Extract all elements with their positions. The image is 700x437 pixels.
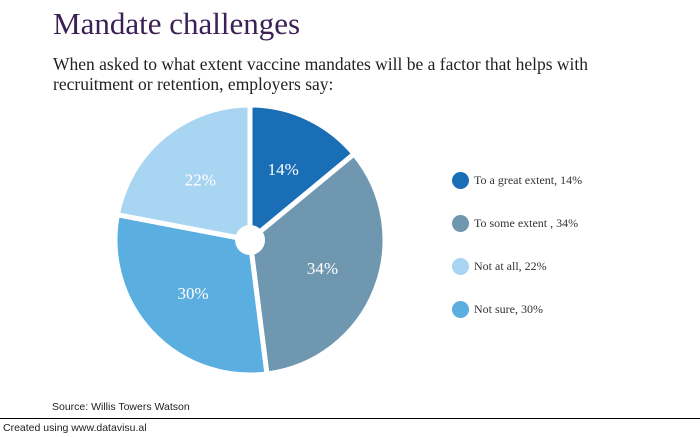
pie-slice-to-some-extent <box>247 150 388 377</box>
legend-swatch <box>452 258 469 275</box>
legend-swatch <box>452 215 469 232</box>
footer-divider <box>0 418 700 419</box>
pie-slice-not-sure <box>112 211 270 378</box>
pie-slice-to-a-great-extent <box>247 102 358 246</box>
legend-label: Not at all, 22% <box>474 259 547 273</box>
legend-swatch <box>452 301 469 318</box>
slice-value-label: 34% <box>307 259 338 278</box>
chart-title: Mandate challenges <box>53 6 301 41</box>
legend-label: Not sure, 30% <box>474 302 543 316</box>
slice-value-label: 14% <box>268 160 299 179</box>
source-note: Source: Willis Towers Watson <box>52 401 190 413</box>
legend-item: To some extent , 34% <box>452 215 578 232</box>
legend-item: Not sure, 30% <box>452 301 543 318</box>
legend-label: To a great extent, 14% <box>474 173 583 187</box>
pie-slice-not-at-all <box>114 102 253 244</box>
legend-label: To some extent , 34% <box>474 216 579 230</box>
legend-item: To a great extent, 14% <box>452 172 582 189</box>
credit-note: Created using www.datavisu.al <box>3 422 147 434</box>
chart-subtitle: When asked to what extent vaccine mandat… <box>53 54 589 94</box>
slice-value-label: 30% <box>178 284 209 303</box>
legend-item: Not at all, 22% <box>452 258 547 275</box>
donut-hole <box>235 225 265 255</box>
slice-value-label: 22% <box>185 170 216 189</box>
legend-swatch <box>452 172 469 189</box>
